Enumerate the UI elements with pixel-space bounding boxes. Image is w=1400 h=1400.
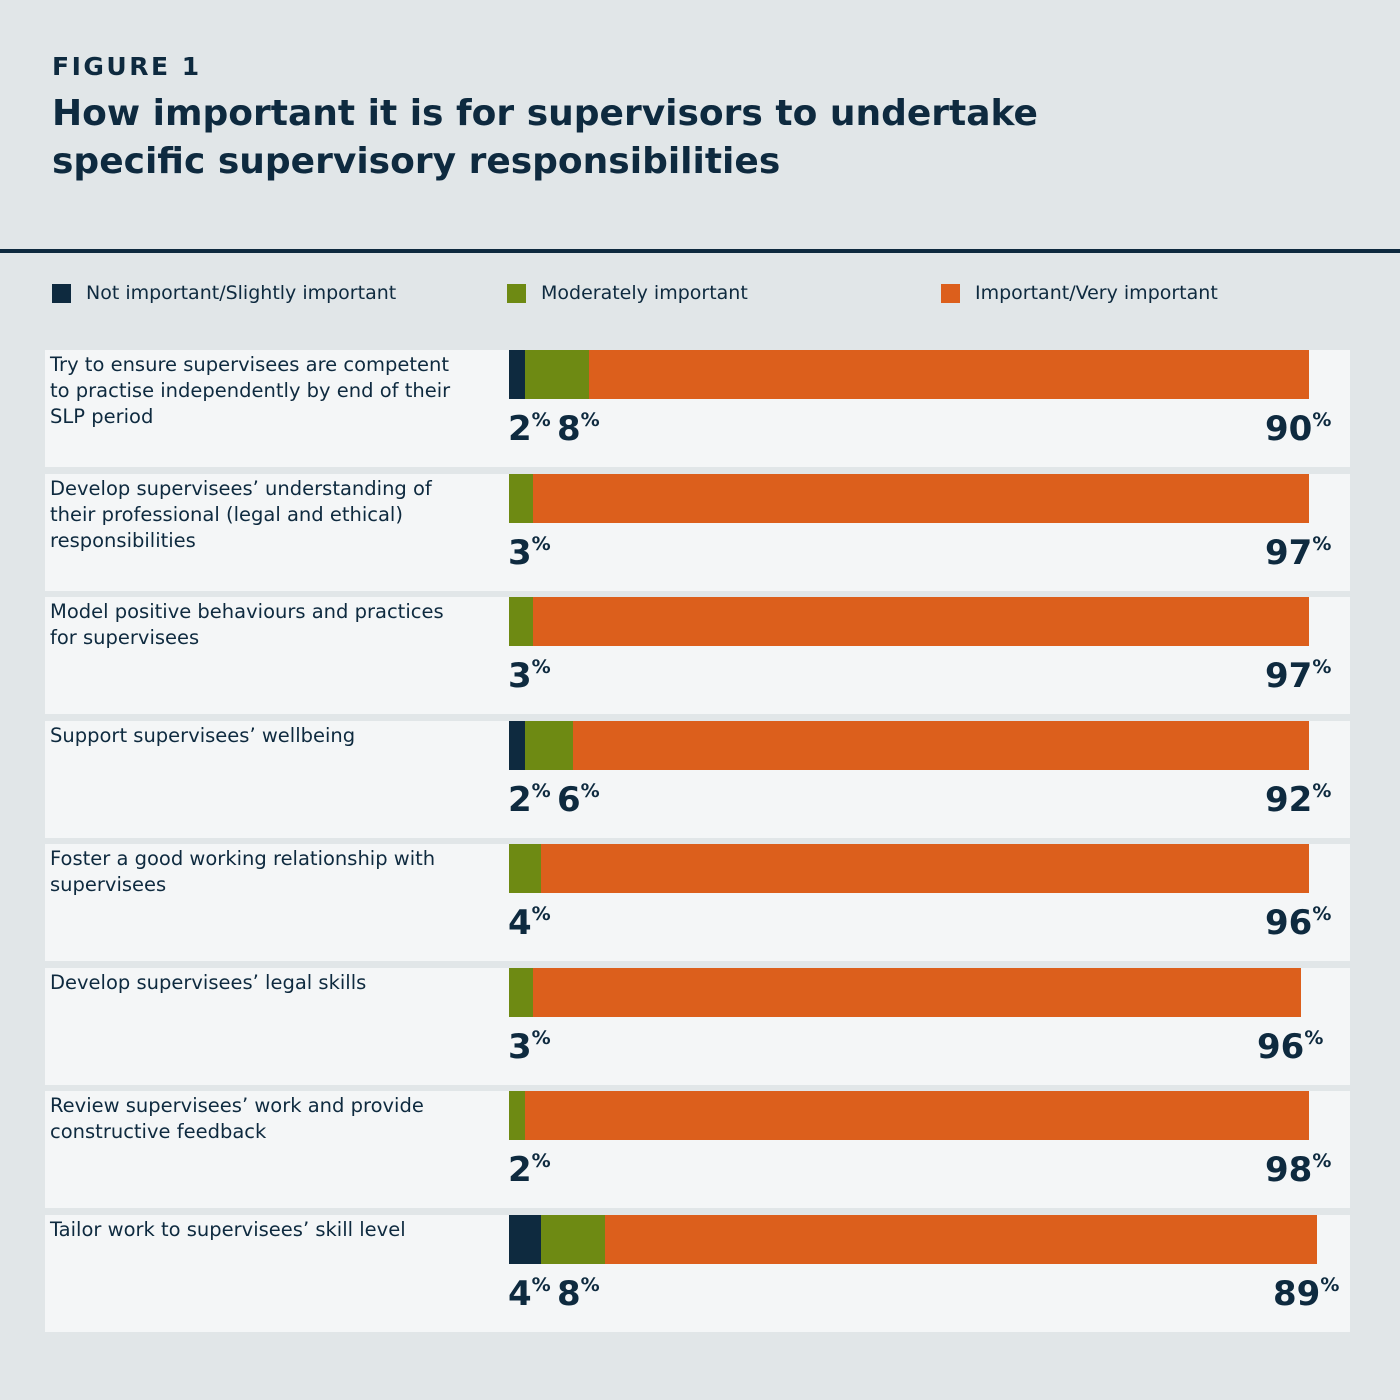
data-label-important: 92% — [1265, 780, 1331, 820]
data-label-important: 89% — [1273, 1274, 1339, 1314]
legend-label-important: Important/Very important — [975, 282, 1218, 304]
legend-item-not-important: Not important/Slightly important — [52, 280, 396, 306]
data-label-important: 96% — [1265, 903, 1331, 943]
bar-segment-moderately-important — [541, 1215, 605, 1264]
bar-segment-moderately-important — [509, 844, 541, 893]
legend-label-moderately-important: Moderately important — [541, 282, 748, 304]
data-label-not-important: 2% — [508, 780, 551, 820]
bar-segment-not-important — [509, 721, 525, 770]
data-label-important: 97% — [1265, 533, 1331, 573]
data-label-moderately-important: 8% — [557, 409, 600, 449]
data-label-moderately-important: 3% — [508, 656, 551, 696]
category-label: Review supervisees’ work and provide con… — [50, 1094, 424, 1143]
bar-segment-moderately-important — [525, 721, 573, 770]
legend-label-not-important: Not important/Slightly important — [86, 282, 397, 304]
data-label-important: 97% — [1265, 656, 1331, 696]
data-label-not-important: 4% — [508, 1274, 551, 1314]
bar-segment-important — [605, 1215, 1317, 1264]
bar-segment-not-important — [509, 1215, 541, 1264]
chart-title: How important it is for supervisors to u… — [52, 93, 1038, 182]
data-label-moderately-important: 8% — [557, 1274, 600, 1314]
bar-segment-important — [589, 350, 1309, 399]
data-label-important: 98% — [1265, 1150, 1331, 1190]
data-label-moderately-important: 6% — [557, 780, 600, 820]
category-label: Support supervisees’ wellbeing — [50, 724, 356, 747]
legend-swatch-moderately-important — [507, 283, 526, 303]
data-label-moderately-important: 3% — [508, 533, 551, 573]
category-label: Try to ensure supervisees are competent … — [50, 353, 451, 428]
bar-segment-moderately-important — [509, 1091, 525, 1140]
bar-segment-moderately-important — [509, 474, 533, 523]
legend-item-important: Important/Very important — [941, 280, 1218, 306]
bar-segment-important — [573, 721, 1309, 770]
legend-item-moderately-important: Moderately important — [507, 280, 748, 306]
category-label: Model positive behaviours and practices … — [50, 600, 444, 649]
bar-segment-important — [541, 844, 1309, 893]
bar-segment-important — [533, 474, 1309, 523]
bar-segment-important — [533, 597, 1309, 646]
bar-segment-moderately-important — [509, 597, 533, 646]
data-label-important: 96% — [1257, 1027, 1323, 1067]
legend-swatch-important — [941, 283, 960, 303]
category-label: Foster a good working relationship with … — [50, 847, 436, 896]
data-label-not-important: 2% — [508, 409, 551, 449]
category-label: Develop supervisees’ understanding of th… — [50, 477, 432, 552]
data-label-moderately-important: 3% — [508, 1027, 551, 1067]
bar-segment-moderately-important — [525, 350, 589, 399]
data-label-moderately-important: 2% — [508, 1150, 551, 1190]
data-label-moderately-important: 4% — [508, 903, 551, 943]
data-label-important: 90% — [1265, 409, 1331, 449]
category-label: Tailor work to supervisees’ skill level — [50, 1218, 406, 1241]
bar-segment-not-important — [509, 350, 525, 399]
title-divider — [0, 249, 1400, 253]
bar-segment-moderately-important — [509, 968, 533, 1017]
bar-segment-important — [533, 968, 1301, 1017]
figure-label: FIGURE 1 — [52, 52, 202, 81]
category-label: Develop supervisees’ legal skills — [50, 971, 367, 994]
legend-swatch-not-important — [52, 283, 71, 303]
bar-segment-important — [525, 1091, 1309, 1140]
